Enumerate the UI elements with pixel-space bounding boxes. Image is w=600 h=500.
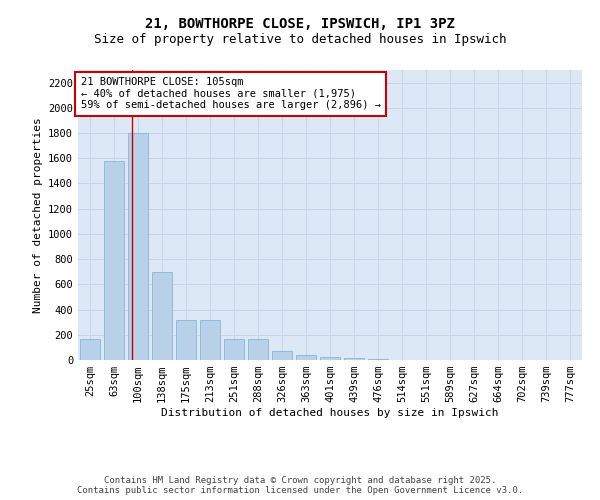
Bar xyxy=(344,358,364,360)
X-axis label: Distribution of detached houses by size in Ipswich: Distribution of detached houses by size … xyxy=(161,408,499,418)
Y-axis label: Number of detached properties: Number of detached properties xyxy=(32,117,43,313)
Text: Size of property relative to detached houses in Ipswich: Size of property relative to detached ho… xyxy=(94,32,506,46)
Bar xyxy=(128,133,148,360)
Bar xyxy=(296,355,316,360)
Bar xyxy=(176,320,196,360)
Bar xyxy=(104,161,124,360)
Bar xyxy=(248,338,268,360)
Bar xyxy=(224,338,244,360)
Bar xyxy=(320,357,340,360)
Bar xyxy=(200,320,220,360)
Text: Contains HM Land Registry data © Crown copyright and database right 2025.
Contai: Contains HM Land Registry data © Crown c… xyxy=(77,476,523,495)
Text: 21, BOWTHORPE CLOSE, IPSWICH, IP1 3PZ: 21, BOWTHORPE CLOSE, IPSWICH, IP1 3PZ xyxy=(145,18,455,32)
Text: 21 BOWTHORPE CLOSE: 105sqm
← 40% of detached houses are smaller (1,975)
59% of s: 21 BOWTHORPE CLOSE: 105sqm ← 40% of deta… xyxy=(80,77,380,110)
Bar xyxy=(152,272,172,360)
Bar xyxy=(80,338,100,360)
Bar xyxy=(272,350,292,360)
